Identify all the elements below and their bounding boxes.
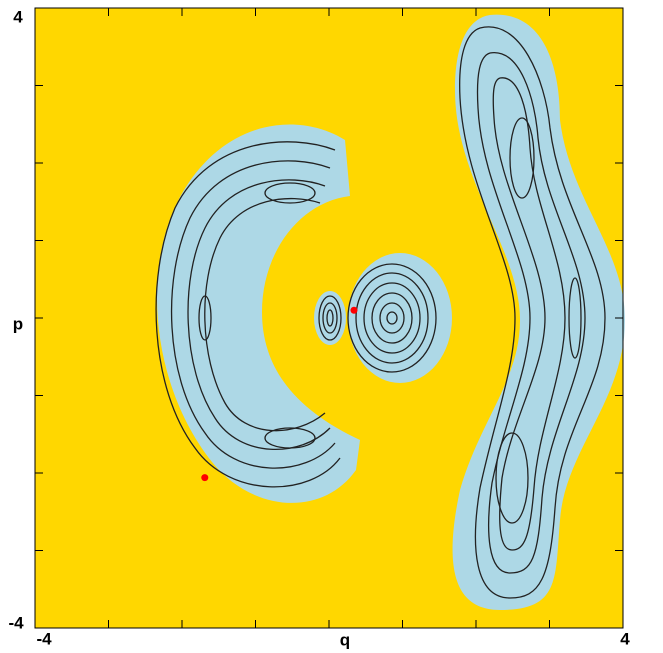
islands [156,14,625,611]
point [350,306,358,314]
center-region [348,253,452,383]
right-region [452,14,625,611]
y-tick-label: -4 [8,613,24,632]
point [201,474,209,482]
y-axis-label: p [13,314,23,333]
x-tick-label: 4 [620,629,630,648]
y-tick-label: 4 [13,7,23,26]
x-tick-label: -4 [36,629,52,648]
contours [155,26,606,599]
left-region [156,124,360,503]
x-axis-label: q [340,630,350,649]
